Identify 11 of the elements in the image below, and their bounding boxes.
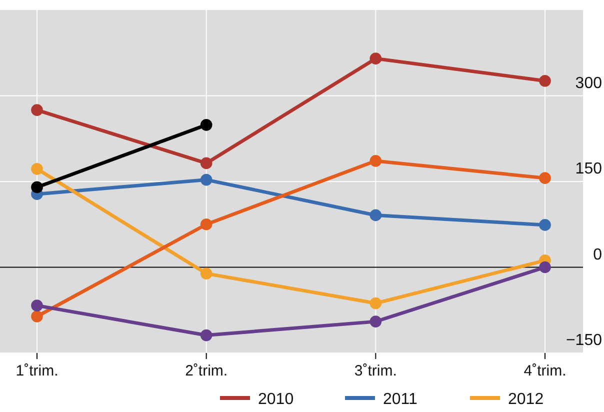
y-tick-label: −150: [566, 332, 602, 349]
legend-label: 2010: [258, 391, 294, 408]
y-tick-label: 300: [575, 74, 602, 92]
legend-label: 2012: [508, 391, 544, 408]
y-tick-label: 150: [575, 160, 602, 178]
y-tick-label: 0: [593, 246, 602, 264]
x-tick-label: 2˚trim.: [185, 362, 228, 380]
x-tick-label: 3˚trim.: [354, 362, 397, 380]
x-tick-label: 4˚trim.: [524, 362, 566, 380]
legend-label: 2011: [383, 391, 418, 408]
x-tick-label: 1˚trim.: [16, 362, 58, 380]
